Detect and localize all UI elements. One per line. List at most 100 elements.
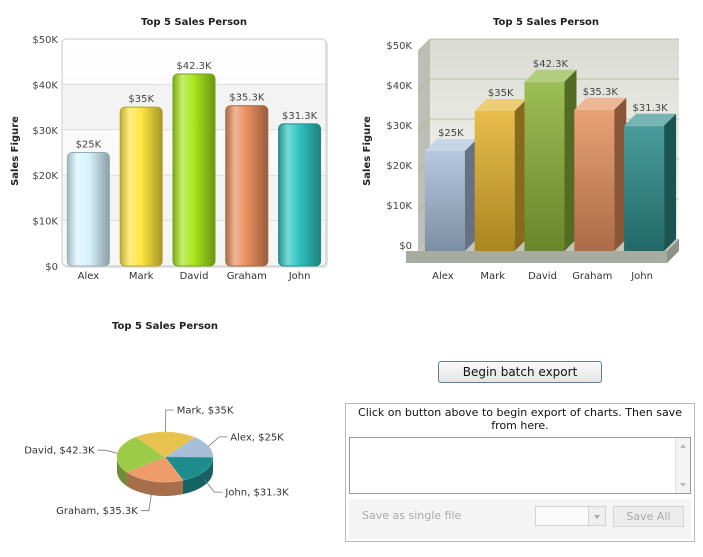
chart-title: Top 5 Sales Person [141,17,247,28]
x-tick-label: Mark [129,271,154,282]
floor-front [406,251,667,263]
bar-top [524,69,577,82]
export-message: Click on button above to begin export of… [358,406,682,432]
y-axis-ticks: $0 $10K $20K $30K $40K $50K [386,41,412,252]
bar-top [624,113,677,126]
export-list-scrollbar[interactable] [675,438,690,493]
chart-title: Top 5 Sales Person [493,17,599,28]
y-axis-label: Sales Figure [10,116,21,186]
y-tick-label: $30K [386,121,412,132]
slice-label: Graham, $35.3K [56,506,138,517]
data-label: $35.3K [583,87,619,98]
bar[interactable] [66,152,110,267]
slice-label: David, $42.3K [24,446,95,457]
bar-top [574,97,627,110]
bar-chart-3d: Top 5 Sales Person Sales Figure $0 $10K $2… [362,17,679,282]
bar[interactable] [119,106,163,267]
y-tick-label: $50K [386,41,412,52]
x-axis-ticks: Alex Mark David Graham John [78,271,311,282]
y-tick-label: $10K [386,201,412,212]
export-footer: Save as single file Save All [349,499,691,539]
bar-top [474,99,527,111]
data-labels: $25K $35K $42.3K $35.3K $31.3K [438,59,668,139]
y-tick-label: $10K [32,217,58,228]
export-format-select[interactable] [535,506,606,526]
begin-batch-export-button[interactable]: Begin batch export [438,361,602,383]
leader-line [165,409,174,433]
bar-front [474,111,515,251]
data-labels: $25K $35K $42.3K $35.3K $31.3K [76,61,318,151]
bar-side [464,139,477,251]
x-tick-label: John [288,271,311,282]
leader-line [208,436,228,447]
pie-slice[interactable] [116,436,166,473]
export-list[interactable] [349,437,691,494]
slice-labels: Alex, $25K John, $31.3K Graham, $35.3K Davi… [24,406,289,518]
bar-front [424,151,465,251]
leader-line [140,489,153,512]
pie-slice[interactable] [125,456,184,483]
bar-side [614,97,627,251]
x-tick-label: David [180,271,209,282]
save-all-button[interactable]: Save All [613,506,684,527]
data-label: $31.3K [282,111,318,122]
y-tick-label: $30K [32,126,58,137]
data-label: $25K [438,128,464,139]
gridline [417,78,679,92]
batch-export-panel: Click on button above to begin export of… [345,403,695,542]
pie-chart-3d: Top 5 Sales Person Alex, $25K John, $31.3… [24,321,289,518]
bar-front [524,81,565,251]
gridline [417,38,679,52]
y-tick-label: $0 [399,241,412,252]
bar[interactable] [624,113,677,251]
bar-front [574,109,615,251]
pie-slice[interactable] [135,431,196,458]
slice-side [182,457,213,495]
bar-top [424,139,477,151]
bars [66,73,322,267]
y-axis-ticks: $0 $10K $20K $30K $40K $50K [32,35,58,273]
scroll-down-icon[interactable] [680,483,686,487]
save-single-file-label[interactable]: Save as single file [362,509,462,522]
data-label: $35.3K [229,93,265,104]
bars [424,69,677,251]
bar[interactable] [424,139,477,251]
data-label: $35K [488,88,514,99]
y-tick-label: $40K [386,81,412,92]
y-tick-label: $40K [32,80,58,91]
slice-label: Alex, $25K [230,432,284,443]
bar[interactable] [574,97,627,251]
chevron-down-icon[interactable] [588,507,605,525]
y-tick-label: $50K [32,35,58,46]
pie-slice[interactable] [164,456,214,481]
x-tick-label: David [528,271,557,282]
y-tick-label: $20K [32,171,58,182]
slice-side [126,471,183,496]
bar[interactable] [172,73,216,267]
bar[interactable] [278,123,322,267]
y-axis-label: Sales Figure [362,116,373,186]
bar[interactable] [225,105,269,267]
x-tick-label: John [630,271,653,282]
bar-side [514,99,527,251]
x-tick-label: Mark [480,271,505,282]
leader-line [204,479,223,493]
x-tick-label: Graham [227,271,267,282]
slice-label: Mark, $35K [177,406,234,417]
bar-chart-2d: Top 5 Sales Person Sales Figure $0 $10K $2… [10,17,328,282]
x-tick-label: Graham [572,271,612,282]
floor-right [667,239,679,263]
data-label: $31.3K [633,103,669,114]
x-axis-ticks: Alex Mark David Graham John [432,271,653,282]
x-tick-label: Alex [78,271,100,282]
y-tick-label: $0 [45,262,58,273]
bar-side [564,69,577,251]
data-label: $42.3K [533,59,569,70]
bar[interactable] [524,69,577,251]
data-label: $25K [76,140,102,151]
slice-side [117,457,127,486]
bar[interactable] [474,99,527,251]
x-tick-label: Alex [432,271,454,282]
scroll-up-icon[interactable] [680,444,686,448]
chart-title: Top 5 Sales Person [112,321,218,332]
